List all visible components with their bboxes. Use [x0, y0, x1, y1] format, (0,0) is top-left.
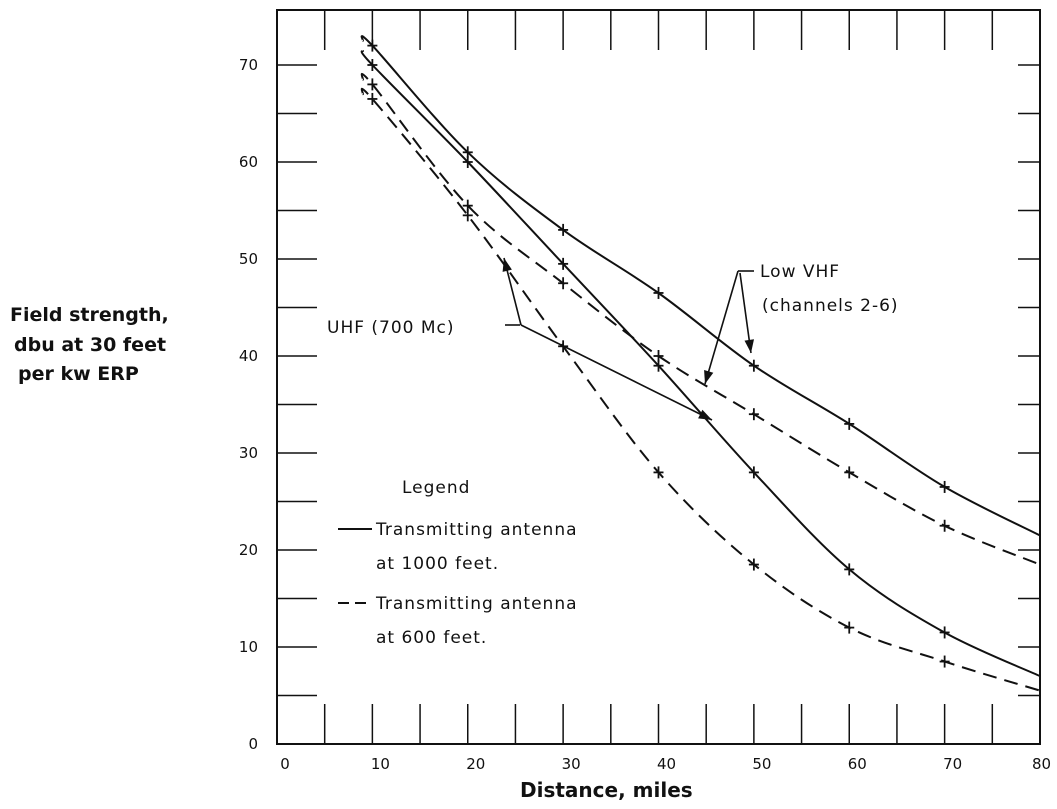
y-axis-label-line-2: dbu at 30 feet	[14, 334, 166, 356]
x-tick-label: 20	[466, 755, 485, 773]
x-axis-label: Distance, miles	[520, 778, 693, 802]
low-vhf-arrow-dashed-head	[704, 370, 714, 384]
uhf-arrow-dashed-head	[502, 258, 512, 272]
low-vhf-label: Low VHF	[760, 262, 840, 282]
legend-title: Legend	[402, 478, 470, 498]
low-vhf-arrow-solid-head	[744, 339, 754, 353]
y-axis-label-line-3: per kw ERP	[18, 363, 139, 385]
low-vhf-arrow-solid	[739, 272, 752, 354]
x-tick-label: 50	[752, 755, 771, 773]
x-tick-label: 80	[1032, 755, 1051, 773]
uhf-arrow-solid	[520, 324, 713, 421]
y-tick-label: 10	[239, 638, 258, 656]
edge-ticks	[277, 10, 1040, 744]
y-tick-labels: 0 10 20 30 40 50 60 70	[239, 56, 258, 753]
series-line-uhf-dashed	[360, 87, 1041, 692]
legend-entry-2-line-1: Transmitting antenna	[375, 594, 578, 614]
y-tick-label: 60	[239, 153, 258, 171]
uhf-arrow-solid-head	[698, 409, 712, 420]
y-tick-label: 0	[248, 735, 258, 753]
x-tick-label: 60	[848, 755, 867, 773]
x-tick-label: 70	[943, 755, 962, 773]
x-tick-labels: 0 10 20 30 40 50 60 70 80	[280, 755, 1051, 773]
y-tick-label: 40	[239, 347, 258, 365]
series-line-low-vhf-solid	[360, 35, 1041, 537]
low-vhf-arrow-dashed	[704, 270, 739, 385]
x-tick-label: 10	[371, 755, 390, 773]
low-vhf-channels-label: (channels 2-6)	[762, 296, 899, 316]
legend-entry-1-line-2: at 1000 feet.	[376, 554, 499, 574]
y-tick-label: 30	[239, 444, 258, 462]
y-tick-label: 70	[239, 56, 258, 74]
series-group	[360, 35, 1041, 692]
series-line-uhf-solid	[360, 49, 1041, 678]
annotation-arrows	[502, 257, 754, 421]
x-tick-label: 30	[562, 755, 581, 773]
y-tick-label: 50	[239, 250, 258, 268]
legend: Legend Transmitting antenna at 1000 feet…	[338, 478, 578, 648]
x-tick-label: 0	[280, 755, 290, 773]
legend-entry-1-line-1: Transmitting antenna	[375, 520, 578, 540]
uhf-label: UHF (700 Mc)	[327, 318, 455, 338]
y-tick-label: 20	[239, 541, 258, 559]
y-axis-label-line-1: Field strength,	[10, 304, 169, 326]
legend-entry-2-line-2: at 600 feet.	[376, 628, 487, 648]
x-tick-label: 40	[657, 755, 676, 773]
